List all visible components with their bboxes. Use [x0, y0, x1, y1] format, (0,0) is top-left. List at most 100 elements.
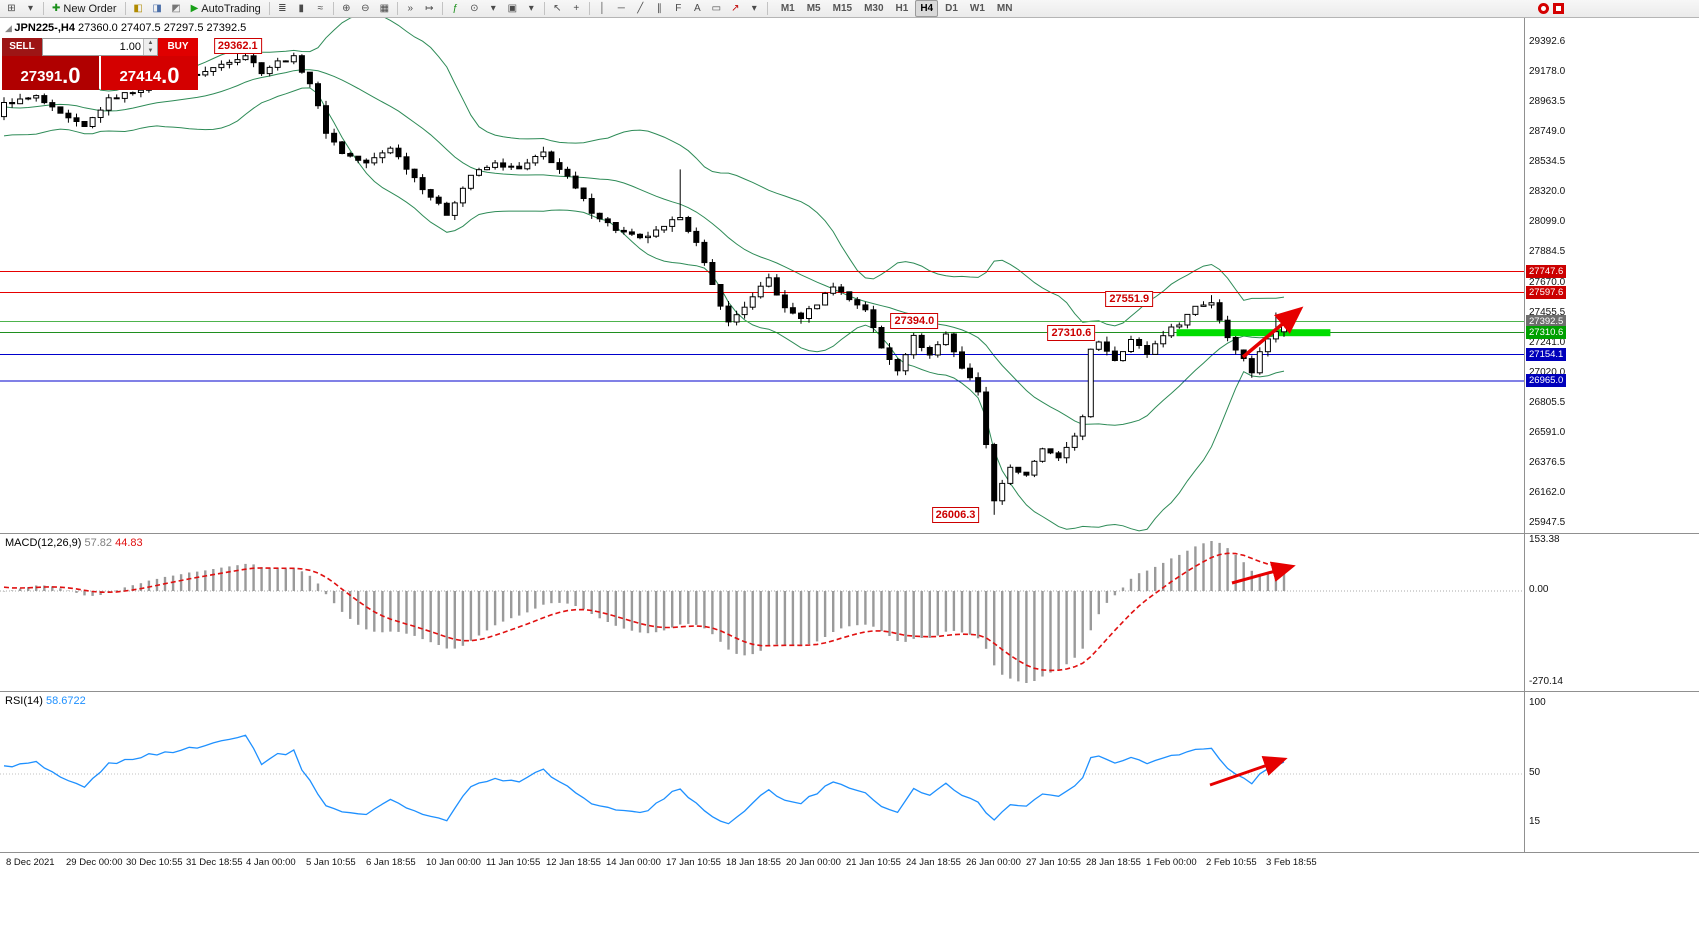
autotrading-button-label: AutoTrading [201, 2, 261, 15]
time-axis-label: 31 Dec 18:55 [186, 857, 243, 868]
price-callout[interactable]: 27394.0 [890, 313, 939, 330]
price-scale-axis[interactable]: 29392.6 29178.0 28963.5 28749.0 28534.5 28320… [1524, 18, 1699, 852]
time-axis-label: 2 Feb 10:55 [1206, 857, 1257, 868]
time-axis-label: 1 Feb 00:00 [1146, 857, 1197, 868]
time-axis-label: 30 Dec 10:55 [126, 857, 183, 868]
bar-chart-icon[interactable]: ≣ [278, 3, 287, 14]
tile-windows-icon[interactable]: ▦ [379, 3, 390, 14]
indicators-icon[interactable]: ƒ [452, 3, 459, 14]
rsi-indicator-panel[interactable]: RSI(14) 58.6722 [0, 691, 1699, 852]
fibonacci-icon[interactable]: F [675, 3, 682, 14]
time-axis-label: 17 Jan 10:55 [666, 857, 721, 868]
autotrading-button-glyph: ▶ [190, 3, 199, 14]
price-scale-tick: 28963.5 [1529, 96, 1566, 108]
periods-dropdown-icon[interactable]: ▾ [490, 3, 496, 14]
notification-icon[interactable] [1553, 3, 1564, 14]
chart-corner-icon: ◢ [5, 23, 15, 33]
new-order-button-glyph: ✚ [52, 3, 61, 14]
timeframe-h1[interactable]: H1 [895, 3, 909, 14]
timeframe-m5[interactable]: M5 [806, 3, 821, 14]
new-chart-icon[interactable]: ⊞ [7, 3, 16, 14]
time-axis[interactable]: 8 Dec 2021 29 Dec 00:00 30 Dec 10:55 31 Dec… [0, 852, 1699, 872]
timeframe-d1[interactable]: D1 [945, 3, 958, 14]
price-scale-tick: 27241.0 [1529, 336, 1566, 348]
price-alert-icon[interactable] [1538, 3, 1549, 14]
price-scale-tick: 28534.5 [1529, 156, 1566, 168]
lot-increase-button[interactable]: ▲ [144, 39, 157, 47]
navigator-icon[interactable]: ◩ [171, 3, 181, 14]
equidistant-channel-icon[interactable]: ∥ [656, 3, 662, 14]
price-callout[interactable]: 29362.1 [213, 38, 262, 55]
time-axis-label: 21 Jan 10:55 [846, 857, 901, 868]
data-window-icon[interactable]: ◨ [152, 3, 162, 14]
sell-button[interactable]: SELL [2, 38, 42, 56]
horizontal-line-icon[interactable]: ─ [617, 3, 625, 14]
time-axis-label: 11 Jan 10:55 [486, 857, 541, 868]
auto-scroll-icon[interactable]: » [407, 3, 414, 14]
templates-dropdown-icon[interactable]: ▾ [528, 3, 534, 14]
crosshair-icon[interactable]: + [573, 3, 580, 14]
vertical-line-icon[interactable]: │ [599, 3, 606, 14]
line-chart-icon[interactable]: ≈ [317, 3, 324, 14]
time-axis-label: 26 Jan 00:00 [966, 857, 1021, 868]
price-scale-tick: 26162.0 [1529, 486, 1566, 498]
cursor-icon[interactable]: ↖ [553, 3, 562, 14]
market-watch-icon[interactable]: ◧ [133, 3, 143, 14]
rsi-label: RSI(14) 58.6722 [5, 695, 86, 707]
buy-button[interactable]: BUY [158, 38, 198, 56]
price-scale-tick: 26591.0 [1529, 426, 1566, 438]
lot-decrease-button[interactable]: ▼ [144, 47, 157, 55]
price-tag: 27747.6 [1526, 265, 1567, 279]
price-tag: 27310.6 [1526, 326, 1567, 340]
toolbar-separator [124, 2, 126, 15]
zoom-out-icon[interactable]: ⊖ [361, 3, 370, 14]
new-order-button[interactable]: ✚ New Order [47, 1, 122, 17]
time-axis-label: 6 Jan 18:55 [366, 857, 416, 868]
macd-indicator-panel[interactable]: MACD(12,26,9) 57.82 44.83 [0, 533, 1699, 691]
trendline-icon[interactable]: ╱ [637, 3, 644, 14]
price-scale-tick: 26376.5 [1529, 456, 1566, 468]
time-axis-label: 12 Jan 18:55 [546, 857, 601, 868]
main-chart-panel[interactable]: ◢ JPN225-,H4 27360.0 27407.5 27297.5 273… [0, 18, 1524, 533]
time-axis-label: 4 Jan 00:00 [246, 857, 296, 868]
sell-price-button[interactable]: 27391 .0 [2, 56, 99, 90]
timeframe-h4[interactable]: H4 [915, 0, 939, 17]
symbol-name: JPN225-,H4 [14, 22, 75, 34]
price-callout[interactable]: 26006.3 [931, 506, 980, 523]
periods-icon[interactable]: ⊙ [470, 3, 479, 14]
autotrading-button[interactable]: ▶ AutoTrading [186, 1, 266, 17]
timeframe-w1[interactable]: W1 [969, 3, 985, 14]
price-tag: 27154.1 [1526, 348, 1567, 362]
timeframe-m30[interactable]: M30 [864, 3, 884, 14]
rsi-scale-label: 15 [1529, 816, 1541, 827]
timeframe-m1[interactable]: M1 [780, 3, 795, 14]
lot-spinner: ▲ ▼ [143, 39, 157, 55]
bar-high: 27407.5 [120, 22, 161, 34]
sell-price-pips: .0 [62, 63, 81, 88]
timeframe-mn[interactable]: MN [996, 3, 1013, 14]
chart-shift-icon[interactable]: ↦ [425, 3, 434, 14]
toolbar-separator [543, 2, 545, 15]
price-scale-tick: 25947.5 [1529, 517, 1566, 528]
zoom-in-icon[interactable]: ⊕ [342, 3, 351, 14]
candlestick-chart-icon[interactable]: ▮ [298, 3, 305, 14]
price-callout[interactable]: 27310.6 [1047, 324, 1096, 341]
lot-size-input[interactable] [43, 40, 143, 54]
timeframe-m15[interactable]: M15 [832, 3, 853, 14]
main-chart-canvas[interactable] [0, 18, 1524, 533]
templates-icon[interactable]: ▣ [507, 3, 518, 14]
arrows-dropdown-icon[interactable]: ▾ [751, 3, 757, 14]
toolbar-separator [268, 2, 270, 15]
buy-price-button[interactable]: 27414 .0 [101, 56, 198, 90]
text-label-icon[interactable]: ▭ [711, 3, 722, 14]
arrows-tool-icon[interactable]: ↗ [731, 3, 740, 14]
toolbar-separator [43, 2, 44, 15]
new-chart-dropdown-icon[interactable]: ▾ [27, 3, 34, 14]
time-axis-label: 10 Jan 00:00 [426, 857, 481, 868]
text-icon[interactable]: A [693, 3, 701, 14]
price-callout[interactable]: 27551.9 [1105, 290, 1154, 307]
macd-scale-label: -270.14 [1529, 676, 1563, 687]
price-scale-tick: 27455.5 [1529, 306, 1566, 318]
macd-label: MACD(12,26,9) 57.82 44.83 [5, 537, 143, 549]
time-axis-label: 24 Jan 18:55 [906, 857, 961, 868]
